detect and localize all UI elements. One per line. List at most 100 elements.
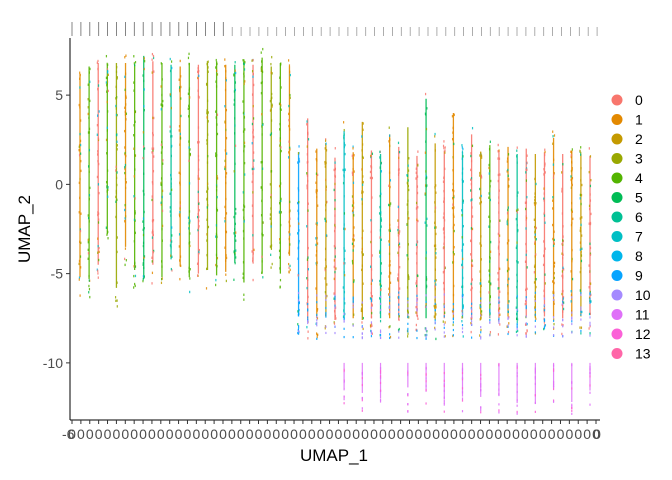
data-point	[134, 261, 136, 265]
data-point	[342, 286, 344, 289]
data-point	[333, 244, 335, 248]
data-point	[124, 166, 126, 169]
data-point	[479, 278, 482, 282]
data-point	[316, 242, 319, 245]
data-point	[271, 92, 273, 96]
data-point	[306, 161, 308, 164]
data-point	[553, 281, 555, 285]
data-point	[552, 142, 554, 145]
data-point	[470, 239, 472, 242]
data-point	[216, 154, 218, 157]
x-tick-label: 0	[175, 426, 183, 442]
data-point	[178, 213, 181, 216]
data-point	[379, 369, 382, 372]
data-point	[343, 170, 345, 173]
data-point	[525, 227, 527, 230]
data-point	[581, 310, 583, 314]
data-point	[362, 253, 364, 257]
data-point	[471, 264, 474, 267]
data-point	[407, 313, 409, 316]
data-point	[480, 411, 482, 414]
data-point	[179, 259, 181, 262]
data-point	[516, 285, 518, 289]
data-point	[107, 110, 109, 113]
data-point	[260, 65, 263, 69]
data-point	[379, 194, 381, 198]
data-point	[279, 107, 282, 111]
data-point	[470, 306, 472, 310]
data-point	[260, 186, 262, 189]
data-point	[234, 81, 237, 84]
data-point	[371, 332, 373, 335]
data-point	[169, 130, 171, 133]
data-point	[371, 152, 374, 155]
data-point	[198, 202, 200, 206]
data-point	[224, 165, 226, 169]
data-point	[270, 222, 273, 225]
data-point	[170, 154, 172, 158]
data-point	[397, 234, 399, 237]
x-tick-label: 0	[548, 426, 556, 442]
data-point	[334, 295, 336, 299]
data-point	[242, 229, 245, 233]
data-point	[142, 74, 144, 77]
data-point	[261, 271, 263, 275]
data-point	[479, 187, 481, 191]
data-point	[151, 236, 154, 239]
data-point	[562, 266, 564, 270]
data-point	[161, 239, 163, 242]
data-point	[124, 110, 126, 114]
data-point	[161, 209, 164, 213]
data-point	[433, 315, 435, 318]
legend-swatch	[611, 153, 623, 164]
data-point	[444, 146, 446, 149]
data-point	[124, 208, 126, 212]
data-point	[453, 223, 455, 227]
data-point	[543, 197, 545, 200]
data-point	[443, 399, 445, 402]
data-point	[461, 397, 464, 400]
data-point	[188, 115, 190, 118]
data-point	[87, 257, 89, 261]
data-point	[187, 92, 190, 95]
data-point	[425, 333, 427, 337]
data-point	[461, 312, 464, 315]
data-point	[115, 200, 117, 203]
data-point	[306, 184, 308, 187]
data-point	[116, 144, 118, 147]
data-point	[552, 244, 555, 247]
data-point	[589, 282, 591, 285]
data-point	[189, 241, 191, 244]
data-point	[297, 212, 300, 215]
data-point	[125, 259, 127, 262]
data-point	[442, 216, 445, 219]
data-point	[315, 254, 317, 257]
data-point	[315, 158, 317, 161]
data-point	[279, 137, 281, 140]
data-point	[115, 113, 118, 117]
data-point	[399, 287, 401, 290]
data-point	[198, 168, 200, 171]
data-point	[479, 174, 481, 177]
data-point	[79, 255, 82, 258]
data-point	[107, 188, 109, 191]
data-point	[242, 276, 244, 280]
data-point	[198, 209, 200, 212]
data-point	[306, 302, 308, 305]
data-point	[588, 170, 590, 174]
data-point	[361, 301, 363, 304]
data-point	[398, 315, 400, 318]
data-point	[251, 122, 254, 126]
data-point	[334, 255, 336, 258]
data-point	[370, 329, 372, 333]
data-point	[415, 323, 417, 327]
data-point	[251, 180, 253, 184]
data-point	[80, 266, 82, 269]
data-point	[444, 149, 446, 152]
data-point	[297, 332, 300, 335]
data-point	[415, 243, 418, 246]
data-point	[435, 256, 437, 259]
data-point	[497, 179, 499, 183]
x-tick-label: 0	[379, 426, 387, 442]
